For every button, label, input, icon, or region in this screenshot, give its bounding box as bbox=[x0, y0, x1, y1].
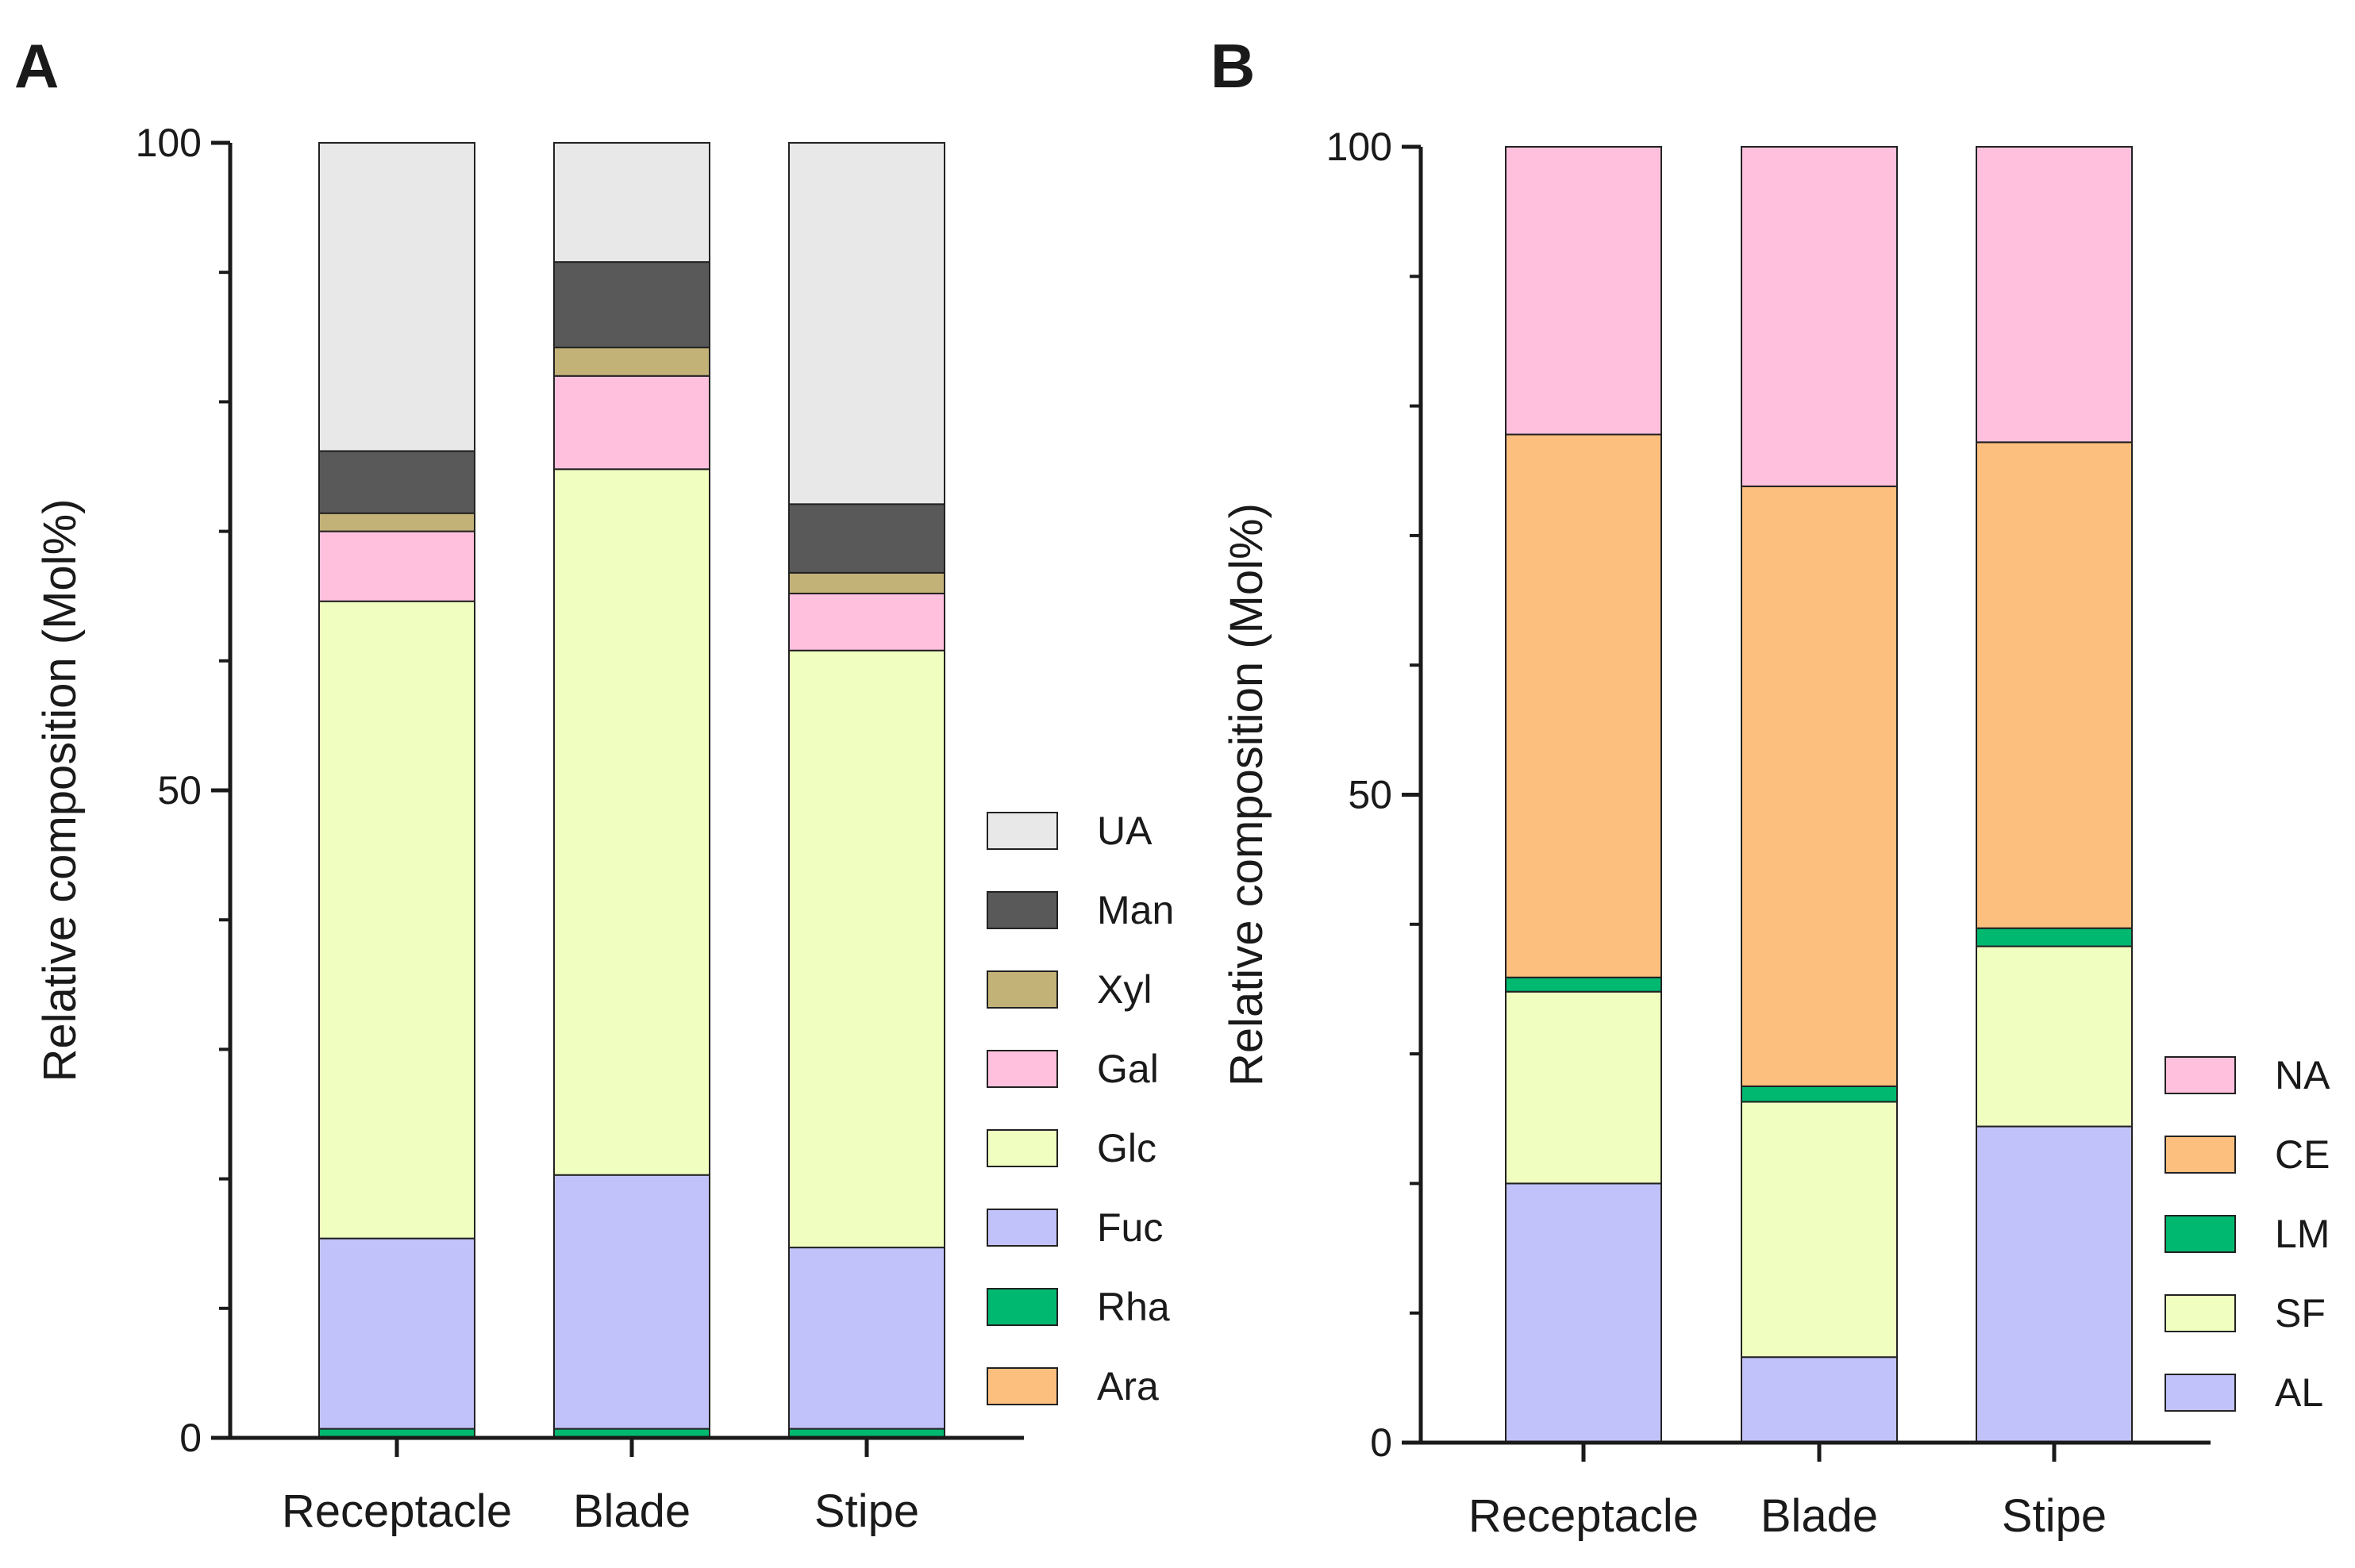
legend-label-al: AL bbox=[2275, 1370, 2323, 1415]
legend-swatch-ara bbox=[987, 1367, 1058, 1405]
bar-segment-blade-xyl bbox=[553, 346, 710, 377]
bar-segment-blade-man bbox=[553, 261, 710, 348]
bar-segment-receptacle-al bbox=[1505, 1182, 1662, 1444]
bar-segment-receptacle-xyl bbox=[318, 512, 475, 532]
x-tick-label-receptacle: Receptacle bbox=[282, 1485, 512, 1537]
y-axis-title: Relative composition (Mol%) bbox=[1221, 503, 1272, 1086]
y-tick-label: 50 bbox=[1348, 773, 1392, 817]
panel-letter: B bbox=[1210, 31, 1255, 101]
legend-label-rha: Rha bbox=[1097, 1285, 1170, 1329]
bar-segment-stipe-man bbox=[788, 503, 945, 574]
legend-swatch-glc bbox=[987, 1129, 1058, 1167]
panel-b: B 0 50 100 Receptacle Blade Stipe Relative comp… bbox=[1210, 31, 2330, 1542]
bar-segment-stipe-glc bbox=[788, 649, 945, 1249]
legend-label-lm: LM bbox=[2275, 1212, 2330, 1256]
bar-segment-blade-al bbox=[1741, 1356, 1898, 1444]
legend-swatch-xyl bbox=[987, 970, 1058, 1009]
legend-swatch-ce bbox=[2165, 1136, 2236, 1174]
legend-swatch-man bbox=[987, 891, 1058, 929]
bar-segment-stipe-xyl bbox=[788, 571, 945, 594]
bar-segment-stipe-fuc bbox=[788, 1247, 945, 1430]
bar-segment-stipe-sf bbox=[1976, 945, 2133, 1128]
y-tick-label: 100 bbox=[1326, 125, 1392, 169]
legend-label-ua: UA bbox=[1097, 809, 1152, 853]
legend-swatch-na bbox=[2165, 1056, 2236, 1094]
y-axis-title: Relative composition (Mol%) bbox=[34, 499, 86, 1082]
bar-segment-stipe-gal bbox=[788, 592, 945, 651]
x-tick-label-blade: Blade bbox=[573, 1485, 691, 1537]
bar-segment-blade-sf bbox=[1741, 1101, 1898, 1359]
y-tick-label: 0 bbox=[179, 1416, 202, 1460]
legend-swatch-al bbox=[2165, 1374, 2236, 1412]
legend-swatch-ua bbox=[987, 812, 1058, 850]
bar-segment-stipe-al bbox=[1976, 1125, 2133, 1443]
legend-label-xyl: Xyl bbox=[1097, 967, 1152, 1012]
panel-a: A 0 50 100 Receptacle Blade Stipe Relative comp… bbox=[14, 31, 1174, 1537]
bar-segment-receptacle-lm bbox=[1505, 976, 1662, 993]
x-tick-label-stipe: Stipe bbox=[814, 1485, 919, 1537]
legend-swatch-fuc bbox=[987, 1209, 1058, 1247]
bar-segment-receptacle-sf bbox=[1505, 990, 1662, 1185]
bar-segment-receptacle-gal bbox=[318, 530, 475, 602]
bar-segment-blade-gal bbox=[553, 375, 710, 471]
legend-swatch-rha bbox=[987, 1288, 1058, 1326]
legend-swatch-lm bbox=[2165, 1215, 2236, 1253]
x-tick-label-receptacle: Receptacle bbox=[1468, 1490, 1699, 1542]
bar-segment-receptacle-ua bbox=[318, 142, 475, 452]
legend-swatch-sf bbox=[2165, 1294, 2236, 1332]
x-tick-label-blade: Blade bbox=[1760, 1490, 1878, 1542]
bar-segment-blade-ce bbox=[1741, 485, 1898, 1087]
bar-segment-stipe-ua bbox=[788, 142, 945, 505]
panel-letter: A bbox=[14, 31, 59, 101]
legend-label-man: Man bbox=[1097, 888, 1174, 932]
y-tick-label: 0 bbox=[1370, 1420, 1392, 1465]
bar-segment-stipe-ce bbox=[1976, 441, 2133, 929]
y-tick-label: 100 bbox=[136, 121, 202, 165]
bar-segment-receptacle-fuc bbox=[318, 1237, 475, 1430]
legend-swatch-gal bbox=[987, 1050, 1058, 1088]
bar-segment-receptacle-na bbox=[1505, 146, 1662, 436]
bar-segment-blade-glc bbox=[553, 468, 710, 1176]
bar-segment-stipe-na bbox=[1976, 146, 2133, 444]
bar-segment-receptacle-glc bbox=[318, 600, 475, 1239]
bar-segment-receptacle-ce bbox=[1505, 433, 1662, 978]
legend-label-ara: Ara bbox=[1097, 1364, 1159, 1409]
bar-segment-blade-ua bbox=[553, 142, 710, 263]
bar-segment-blade-na bbox=[1741, 146, 1898, 487]
legend-label-gal: Gal bbox=[1097, 1047, 1159, 1091]
legend-label-fuc: Fuc bbox=[1097, 1205, 1163, 1250]
bar-segment-blade-lm bbox=[1741, 1085, 1898, 1103]
legend-label-na: NA bbox=[2275, 1053, 2330, 1097]
y-tick-label: 50 bbox=[157, 768, 202, 813]
bar-segment-stipe-lm bbox=[1976, 927, 2133, 947]
legend-label-ce: CE bbox=[2275, 1132, 2330, 1177]
legend-label-glc: Glc bbox=[1097, 1126, 1156, 1170]
bar-segment-receptacle-man bbox=[318, 450, 475, 514]
legend-label-sf: SF bbox=[2275, 1291, 2326, 1335]
x-tick-label-stipe: Stipe bbox=[2002, 1490, 2107, 1542]
bar-segment-blade-fuc bbox=[553, 1174, 710, 1430]
